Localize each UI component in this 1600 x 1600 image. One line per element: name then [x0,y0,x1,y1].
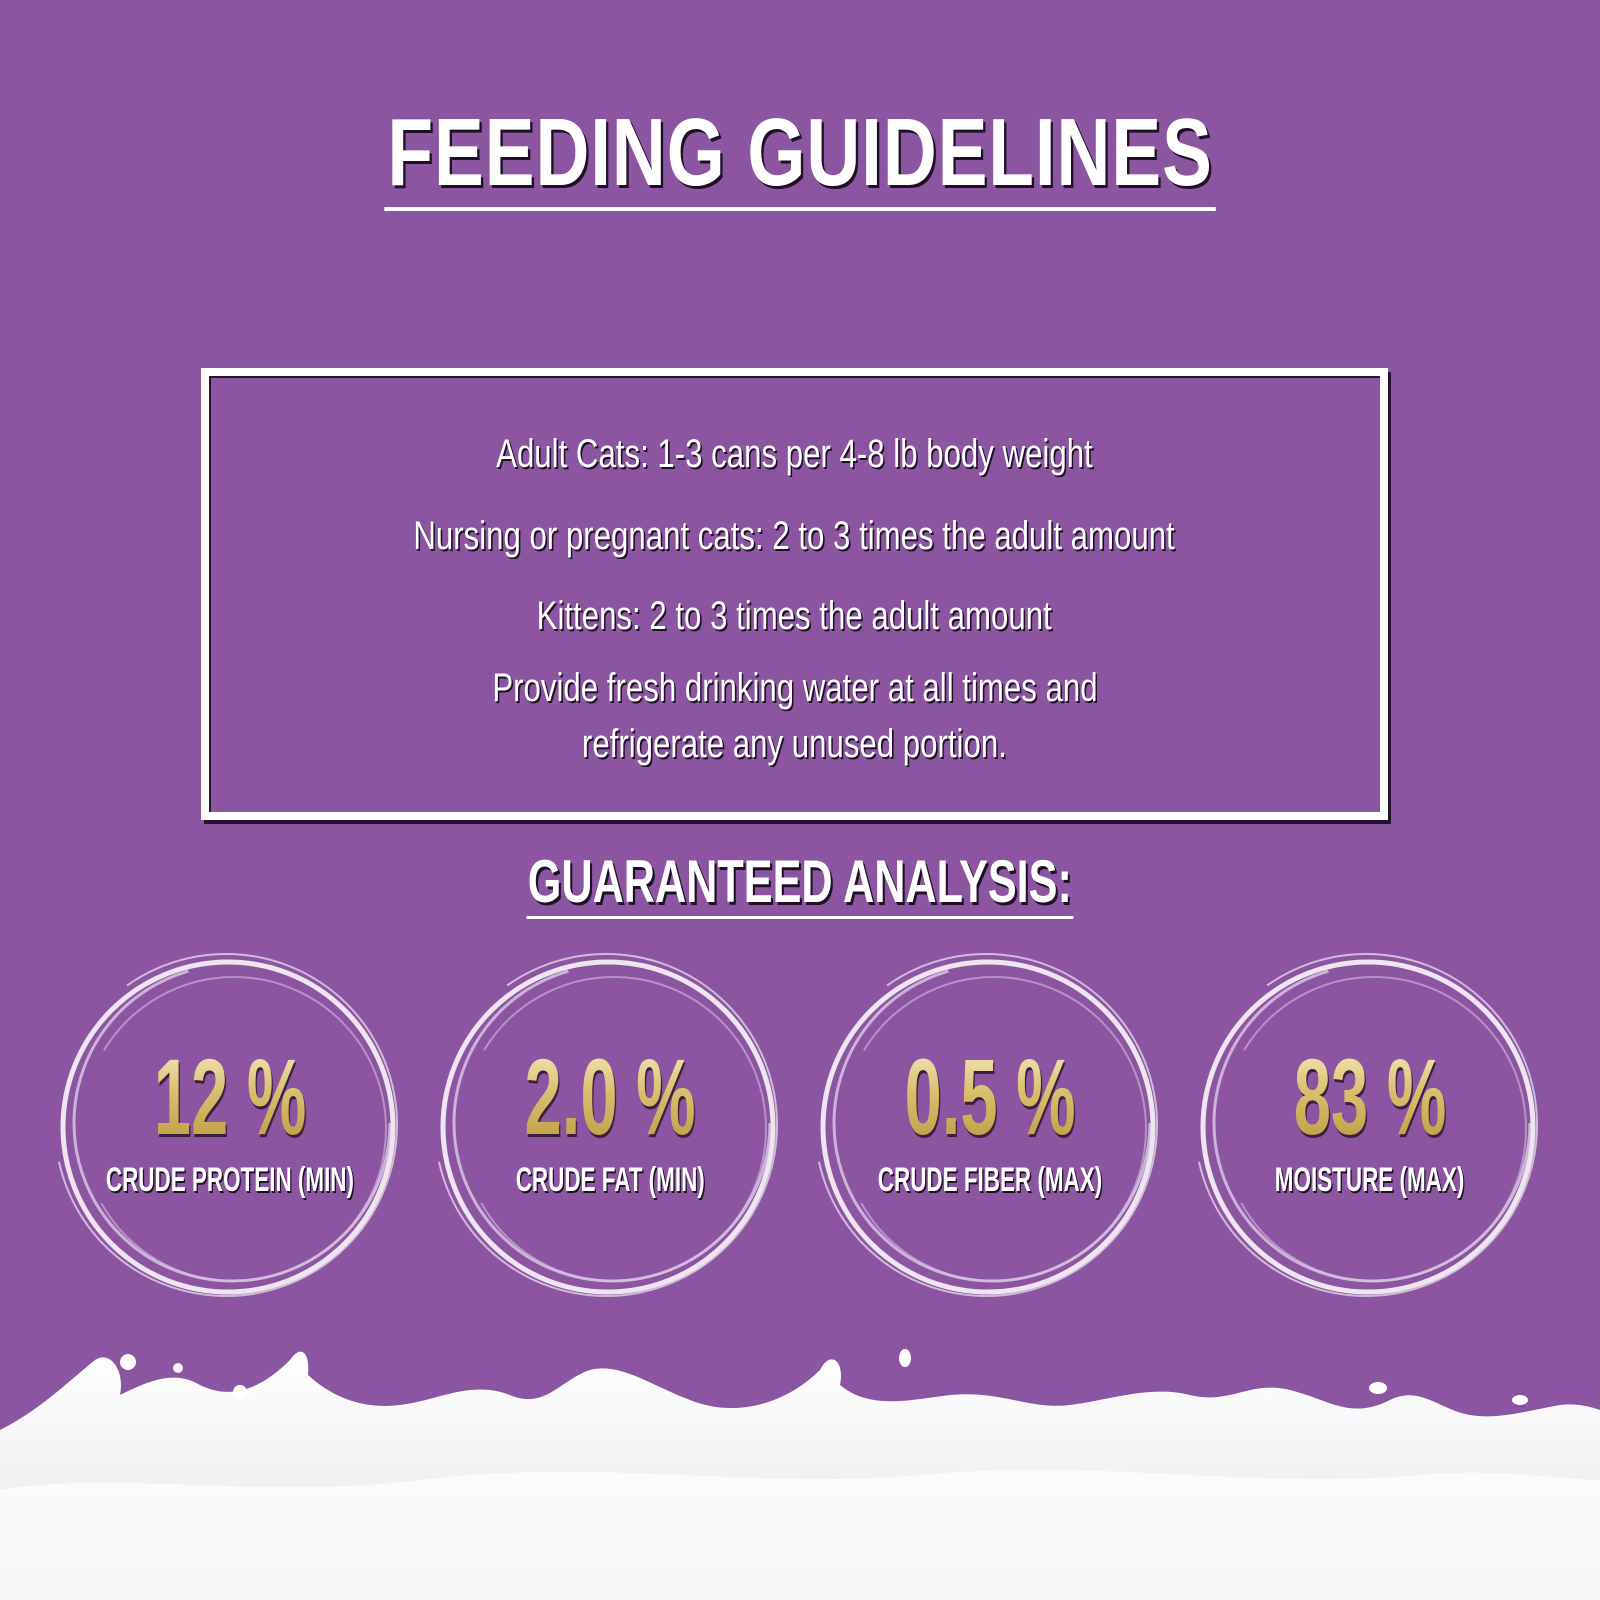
stat-moisture: 83 % MOISTURE (MAX) [1190,945,1550,1305]
guideline-nursing: Nursing or pregnant cats: 2 to 3 times t… [413,514,1176,558]
guideline-kittens: Kittens: 2 to 3 times the adult amount [536,594,1053,638]
ring-icon [1194,953,1538,1297]
stat-crude-fat: 2.0 % CRUDE FAT (MIN) [430,945,790,1305]
feeding-guidelines-heading: FEEDING GUIDELINES [384,105,1216,211]
stat-label: MOISTURE (MAX) [1275,1161,1465,1199]
page-title: FEEDING GUIDELINES [0,105,1600,211]
feeding-guidelines-box: Adult Cats: 1-3 cans per 4-8 lb body wei… [201,368,1388,820]
stat-value: 83 % [1293,1036,1447,1157]
stat-value: 2.0 % [524,1036,696,1157]
guaranteed-analysis-heading: GUARANTEED ANALYSIS: [0,852,1600,919]
ring-icon [814,953,1158,1297]
stat-value: 12 % [153,1036,307,1157]
stat-label: CRUDE FIBER (MAX) [877,1161,1103,1199]
guideline-water-line-1: Provide fresh drinking water at all time… [491,666,1098,710]
ring-icon [54,953,398,1297]
stat-label: CRUDE FAT (MIN) [515,1161,705,1199]
guideline-water-line-2: refrigerate any unused portion. [582,722,1007,766]
ring-icon [434,953,778,1297]
stat-crude-protein: 12 % CRUDE PROTEIN (MIN) [50,945,410,1305]
guideline-adult: Adult Cats: 1-3 cans per 4-8 lb body wei… [496,432,1093,476]
stat-label: CRUDE PROTEIN (MIN) [105,1161,355,1199]
stat-crude-fiber: 0.5 % CRUDE FIBER (MAX) [810,945,1170,1305]
milk-splash-image [0,1349,1600,1600]
stat-value: 0.5 % [904,1036,1076,1157]
